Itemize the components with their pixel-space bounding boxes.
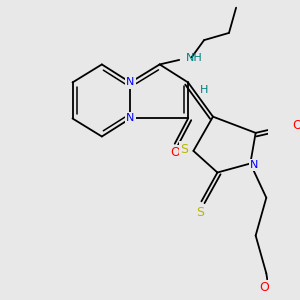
Text: S: S: [181, 142, 188, 156]
Text: O: O: [170, 146, 180, 159]
Text: S: S: [196, 206, 204, 219]
Text: N: N: [126, 77, 134, 87]
Text: H: H: [200, 85, 208, 95]
Text: N: N: [250, 160, 258, 170]
Text: O: O: [260, 281, 269, 294]
Text: O: O: [292, 119, 300, 132]
Text: N: N: [126, 113, 134, 124]
Text: NH: NH: [186, 53, 203, 63]
